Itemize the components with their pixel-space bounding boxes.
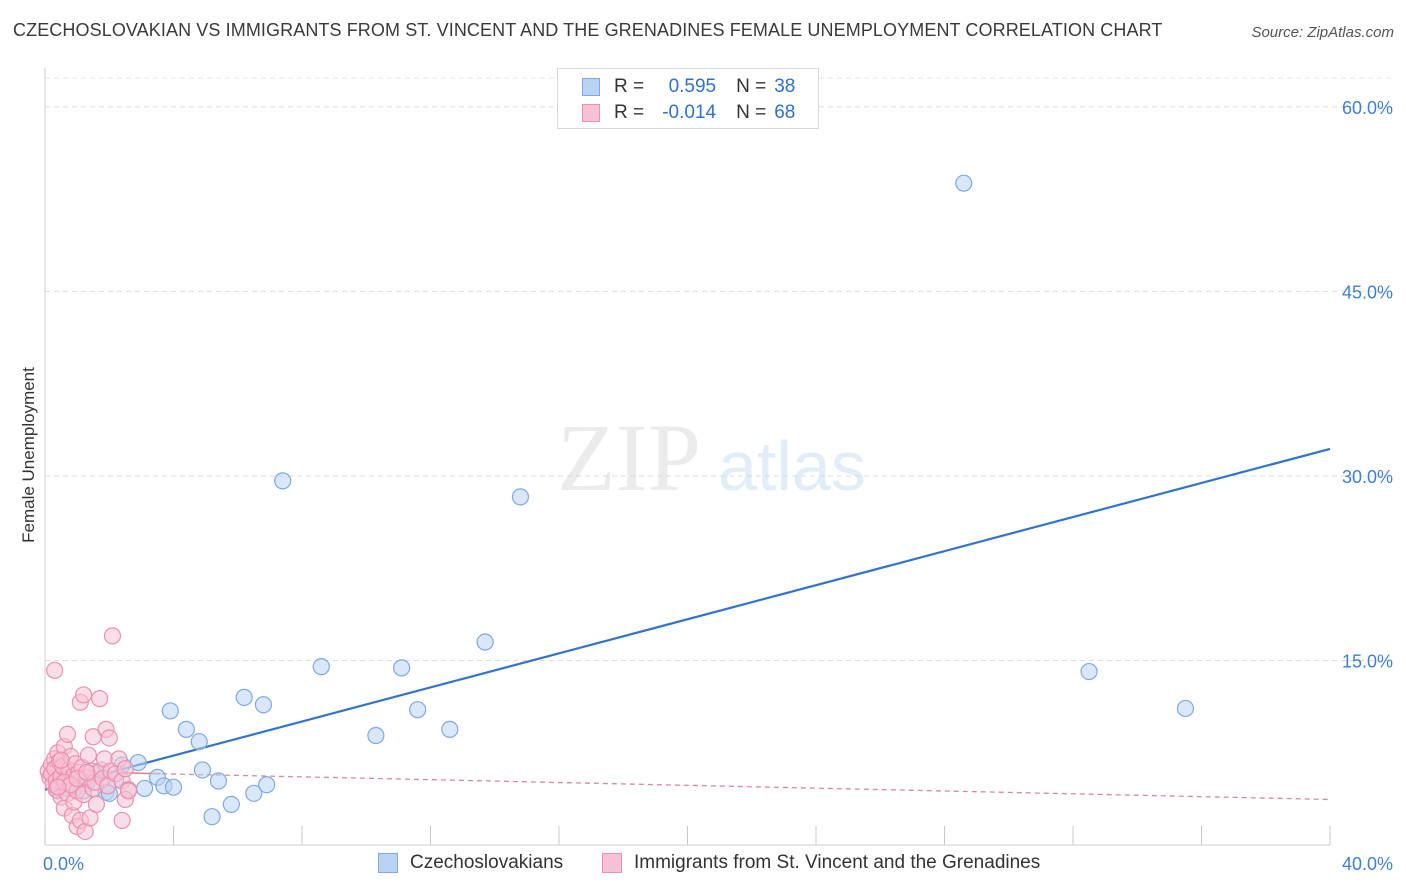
data-point-czechoslovakian xyxy=(254,696,273,714)
data-point-czechoslovakian xyxy=(392,659,411,677)
data-point-czechoslovakian xyxy=(441,720,459,738)
chart-title: CZECHOSLOVAKIAN VS IMMIGRANTS FROM ST. V… xyxy=(13,20,1163,40)
data-point-immigrant xyxy=(100,729,118,747)
axes xyxy=(44,68,1331,846)
n-label: N = xyxy=(736,76,767,97)
trend-line-czechoslovakian xyxy=(44,447,1331,791)
data-point-czechoslovakian xyxy=(245,784,263,802)
data-point-czechoslovakian xyxy=(190,733,208,751)
data-point-czechoslovakian xyxy=(203,808,221,826)
data-point-immigrant xyxy=(87,795,106,814)
data-point-immigrant xyxy=(78,763,96,782)
data-point-immigrant xyxy=(58,725,77,743)
data-point-czechoslovakian xyxy=(209,772,228,790)
data-point-immigrant xyxy=(119,782,138,800)
n-value: 68 xyxy=(774,102,796,123)
legend-row-czechoslovakians: R = 0.595 N = 38 xyxy=(582,75,795,99)
data-point-czechoslovakian xyxy=(193,761,212,779)
data-point-czechoslovakian xyxy=(1176,699,1195,718)
x-tick-label: 0.0% xyxy=(43,854,84,874)
legend-label: Czechoslovakians xyxy=(410,852,564,873)
data-point-czechoslovakian xyxy=(476,633,494,651)
y-tick-label: 15.0% xyxy=(1342,651,1393,671)
legend-row-immigrants: R = -0.014 N = 68 xyxy=(582,101,795,125)
r-value: 0.595 xyxy=(668,76,717,97)
source-label: Source: ZipAtlas.com xyxy=(1251,24,1394,41)
data-point-czechoslovakian xyxy=(161,702,179,720)
data-point-czechoslovakian xyxy=(164,778,183,796)
y-axis-title: Female Unemployment xyxy=(19,367,38,543)
data-point-czechoslovakian xyxy=(177,720,195,738)
legend-swatch-blue xyxy=(582,78,600,96)
n-label: N = xyxy=(736,102,767,123)
data-point-immigrant xyxy=(79,746,97,764)
data-point-czechoslovakian xyxy=(955,174,973,192)
gridlines xyxy=(45,77,1395,661)
y-tick-label: 45.0% xyxy=(1342,282,1393,302)
series-legend: Czechoslovakians Immigrants from St. Vin… xyxy=(0,852,1406,878)
legend-swatch-pink xyxy=(602,853,622,873)
data-point-czechoslovakian xyxy=(1080,662,1098,681)
data-point-czechoslovakian xyxy=(235,688,253,706)
data-point-czechoslovakian xyxy=(367,726,385,745)
data-point-immigrant xyxy=(46,661,64,679)
watermark-atlas: atlas xyxy=(718,427,866,505)
data-point-immigrant xyxy=(74,686,93,704)
data-point-immigrant xyxy=(113,811,131,829)
data-point-czechoslovakian xyxy=(511,488,530,506)
r-value: -0.014 xyxy=(662,102,717,123)
data-point-czechoslovakian xyxy=(135,779,154,798)
trend-line-immigrant xyxy=(44,770,1331,801)
watermark: ZIP atlas xyxy=(557,404,866,511)
legend-label: Immigrants from St. Vincent and the Gren… xyxy=(634,852,1041,873)
data-point-immigrant xyxy=(103,627,122,645)
data-point-immigrant xyxy=(91,690,109,708)
data-point-immigrant xyxy=(52,751,70,769)
data-point-czechoslovakian xyxy=(258,776,276,794)
data-point-czechoslovakian xyxy=(222,795,240,814)
legend-swatch-blue xyxy=(378,853,398,873)
tick-labels: 15.0% 30.0% 45.0% 60.0% 0.0% 40.0% xyxy=(43,98,1393,874)
r-label: R = xyxy=(614,76,645,97)
data-point-immigrant xyxy=(116,760,134,778)
data-point-immigrant xyxy=(49,778,67,796)
y-tick-label: 60.0% xyxy=(1342,98,1393,118)
legend-swatch-pink xyxy=(582,104,600,122)
n-value: 38 xyxy=(774,76,796,97)
data-points xyxy=(39,174,1195,841)
legend-item-immigrants[interactable]: Immigrants from St. Vincent and the Gren… xyxy=(602,852,1040,874)
correlation-legend: R = 0.595 N = 38 R = -0.014 N = 68 xyxy=(557,68,819,129)
data-point-czechoslovakian xyxy=(409,701,427,719)
data-point-czechoslovakian xyxy=(312,658,330,676)
y-tick-label: 30.0% xyxy=(1342,467,1393,487)
x-tick-label: 40.0% xyxy=(1342,854,1393,874)
legend-item-czechoslovakians[interactable]: Czechoslovakians xyxy=(378,852,563,874)
data-point-czechoslovakian xyxy=(274,472,292,490)
r-label: R = xyxy=(614,102,645,123)
watermark-zip: ZIP xyxy=(557,404,701,511)
